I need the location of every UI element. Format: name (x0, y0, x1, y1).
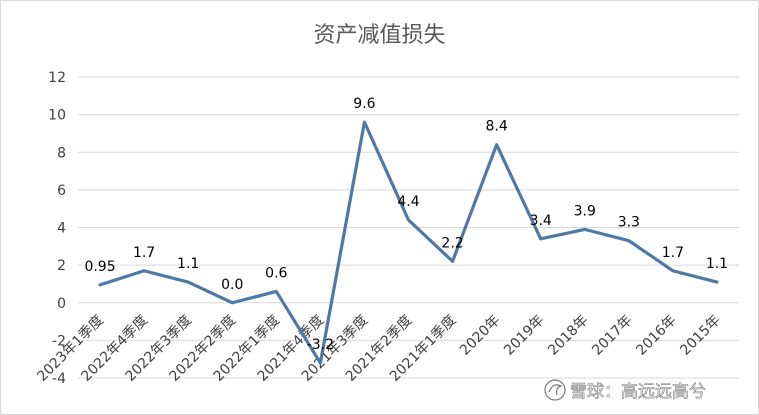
data-labels: 0.95 1.7 1.1 0.0 0.6 -3.2 9.6 4.4 2.2 8.4 3.4 3.9 3.… (84, 96, 728, 353)
x-tick-label: 2019年 (501, 312, 547, 358)
watermark: 雪球：高远远高兮 (544, 379, 706, 402)
data-label: 1.1 (706, 256, 728, 272)
y-tick-label: 2 (57, 258, 66, 274)
gridlines (78, 76, 739, 379)
data-label: 4.4 (397, 194, 419, 210)
y-tick-label: 4 (57, 221, 66, 237)
y-tick-label: 6 (57, 183, 66, 199)
chart-title: 资产减值损失 (313, 23, 445, 48)
data-label: 8.4 (486, 119, 508, 135)
data-label: 9.6 (353, 96, 375, 112)
y-axis-ticks: 12 10 8 6 4 2 0 -2 -4 (48, 70, 66, 387)
data-label: 1.1 (177, 256, 199, 272)
y-tick-label: -2 (52, 333, 66, 349)
data-label: 2.2 (441, 235, 463, 251)
y-tick-label: -4 (52, 371, 66, 387)
watermark-text: 雪球：高远远高兮 (570, 382, 706, 402)
data-label: 3.3 (618, 215, 640, 231)
data-label: 0.95 (84, 259, 115, 275)
data-label: 3.9 (574, 203, 596, 219)
y-tick-label: 0 (57, 296, 66, 312)
y-tick-label: 8 (57, 145, 66, 161)
series-line (98, 120, 719, 365)
x-axis-ticks: 2023年1季度2022年4季度2022年3季度2022年2季度2022年1季度… (34, 312, 723, 385)
x-tick-label: 2015年 (677, 312, 723, 358)
x-tick-label: 2018年 (545, 312, 591, 358)
x-tick-label: 2017年 (589, 312, 635, 358)
data-label: 1.7 (133, 245, 155, 261)
data-label: -3.2 (307, 337, 334, 353)
data-label: 1.7 (662, 245, 684, 261)
data-label: 3.4 (530, 213, 552, 229)
y-tick-label: 10 (48, 108, 66, 124)
y-tick-label: 12 (48, 70, 66, 86)
snowball-logo-icon (544, 379, 566, 401)
x-tick-label: 2020年 (457, 312, 503, 358)
x-tick-label: 2016年 (633, 312, 679, 358)
data-label: 0.6 (265, 265, 287, 281)
data-label: 0.0 (221, 277, 243, 293)
